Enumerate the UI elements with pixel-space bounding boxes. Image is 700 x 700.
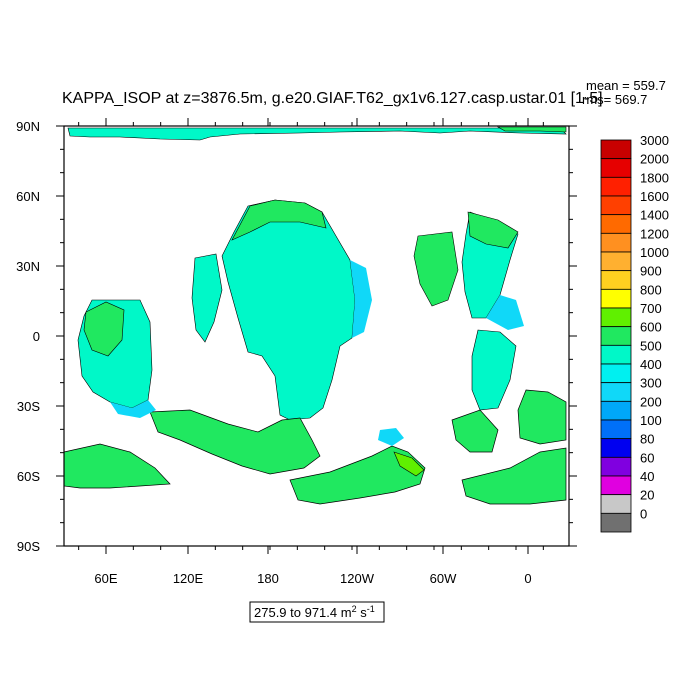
atlantic-east-fringe [486,295,524,330]
central-fringe [378,428,404,446]
colorbar-label: 300 [640,376,662,391]
axis-ticks [56,118,577,554]
lon-label-60e: 60E [94,571,117,586]
lat-label-90n: 90N [16,119,40,134]
colorbar-swatch [600,475,632,496]
southern-indian-field [63,443,171,489]
lon-label-0: 0 [524,571,531,586]
colorbar-swatch [600,232,632,253]
colorbar-swatch [600,270,632,290]
lat-labels: 90N 60N 30N 0 30S 60S 90S [16,119,40,554]
range-label-main: 275.9 to 971.4 m [254,605,352,620]
colorbar-label: 100 [640,413,662,428]
colorbar-label: 600 [640,320,662,335]
south-east-atlantic-field [517,389,567,445]
colorbar-swatch [600,363,632,384]
indian-west-high [83,301,125,357]
colorbar-swatch [600,382,632,402]
range-label-unit: s [357,605,368,620]
lon-label-120w: 120W [340,571,375,586]
lat-label-30s: 30S [17,399,40,414]
southern-pacific-field [289,445,426,505]
north-atlantic-high [467,211,519,249]
colorbar-swatch [600,326,632,346]
lat-label-30n: 30N [16,259,40,274]
colorbar-label: 2000 [640,152,669,167]
colorbar-swatch [600,195,632,216]
map-panel [56,118,577,554]
north-pacific-high [231,199,327,241]
lon-label-180: 180 [257,571,279,586]
colorbar-swatch [600,214,632,234]
colorbar-label: 1800 [640,170,669,185]
lon-label-60w: 60W [430,571,457,586]
rms-label: rms= 569.7 [582,92,647,107]
southern-ocean-mid-field [149,409,321,475]
colorbar-label: 1000 [640,245,669,260]
colorbar-swatch [600,158,632,178]
south-atlantic-field [471,329,517,411]
colorbar-label: 40 [640,469,654,484]
pacific-field [221,199,356,421]
colorbar-swatch [600,400,632,421]
labrador-field [413,231,459,307]
southern-atlantic-field [451,409,499,453]
colorbar-swatch [600,456,632,477]
colorbar-swatch [600,176,632,197]
drake-passage-high [393,451,425,477]
colorbar-label: 200 [640,394,662,409]
colorbar-label: 400 [640,357,662,372]
colorbar-label: 60 [640,450,654,465]
lat-label-90s: 90S [17,539,40,554]
colorbar: 3000200018001600140012001000900800700600… [600,133,669,533]
colorbar-label: 1400 [640,208,669,223]
lat-label-60n: 60N [16,189,40,204]
colorbar-label: 500 [640,338,662,353]
colorbar-swatch [600,494,632,514]
colorbar-label: 20 [640,488,654,503]
range-label-box: 275.9 to 971.4 m2 s-1 [249,601,385,623]
range-label-frame [249,601,385,623]
lat-label-eq: 0 [33,329,40,344]
weddell-field [461,447,567,505]
colorbar-swatch [600,438,632,458]
colorbar-swatch [600,139,632,160]
colorbar-swatch [600,251,632,272]
lon-label-120e: 120E [173,571,204,586]
plot-title: KAPPA_ISOP at z=3876.5m, g.e20.GIAF.T62_… [62,90,603,107]
colorbar-label: 1200 [640,226,669,241]
arctic-field [67,127,567,141]
colorbar-label: 700 [640,301,662,316]
colorbar-label: 0 [640,506,647,521]
colorbar-swatch [600,307,632,328]
lon-labels: 60E 120E 180 120W 60W 0 [94,571,531,586]
range-label-exponent-2: -1 [367,604,375,614]
colorbar-label: 900 [640,264,662,279]
colorbar-label: 80 [640,432,654,447]
pacific-east-fringe [350,260,372,338]
lat-label-60s: 60S [17,469,40,484]
ocean-field [63,126,567,505]
indian-south-fringe [110,400,156,418]
colorbar-label: 1600 [640,189,669,204]
range-label-exponent: 2 [352,604,357,614]
colorbar-swatch [600,288,632,309]
range-label: 275.9 to 971.4 m2 s-1 [254,604,375,620]
mean-label: mean = 559.7 [586,78,666,93]
colorbar-swatch [600,512,632,533]
pacific-west-field [191,253,223,343]
colorbar-label: 800 [640,282,662,297]
colorbar-label: 3000 [640,133,669,148]
map-frame [63,125,570,547]
colorbar-swatch [600,419,632,440]
colorbar-swatch [600,344,632,365]
arctic-east-field [496,126,567,133]
